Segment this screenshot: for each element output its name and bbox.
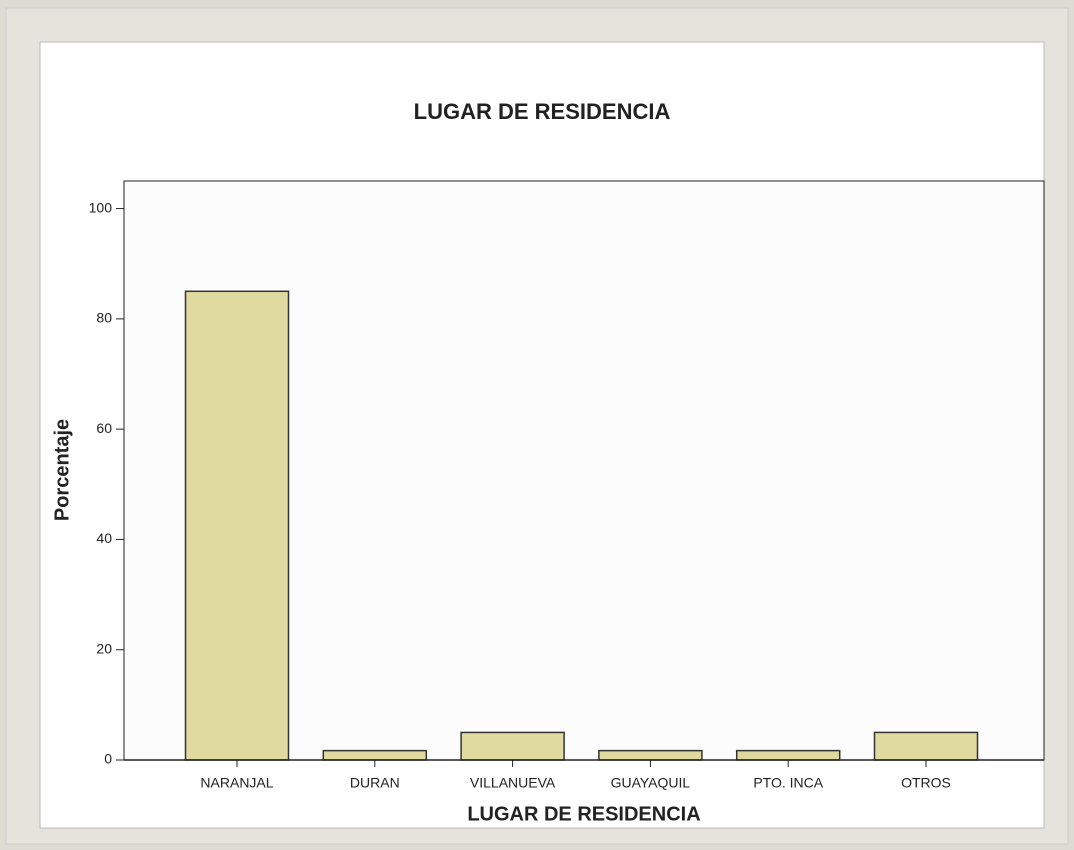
bar	[873, 731, 979, 761]
y-tick-label: 40	[96, 530, 112, 546]
y-tick-label: 20	[96, 640, 112, 656]
y-tick-label: 60	[96, 420, 112, 436]
x-axis-label: LUGAR DE RESIDENCIA	[467, 803, 700, 825]
y-tick-label: 80	[96, 310, 112, 326]
bar	[460, 731, 565, 761]
x-tick-label: OTROS	[901, 775, 951, 791]
x-tick-label: NARANJAL	[200, 775, 273, 791]
x-tick-label: DURAN	[350, 775, 400, 791]
bar	[598, 749, 703, 761]
bar	[735, 749, 841, 761]
x-tick-label: VILLANUEVA	[470, 775, 556, 791]
bar	[322, 749, 428, 761]
bar	[184, 290, 290, 761]
y-tick-label: 0	[104, 751, 112, 767]
y-axis-label: Porcentaje	[51, 419, 73, 521]
chart-title: LUGAR DE RESIDENCIA	[414, 99, 671, 124]
x-tick-label: PTO. INCA	[753, 775, 823, 791]
y-tick-label: 100	[89, 199, 113, 215]
x-tick-label: GUAYAQUIL	[611, 775, 691, 791]
